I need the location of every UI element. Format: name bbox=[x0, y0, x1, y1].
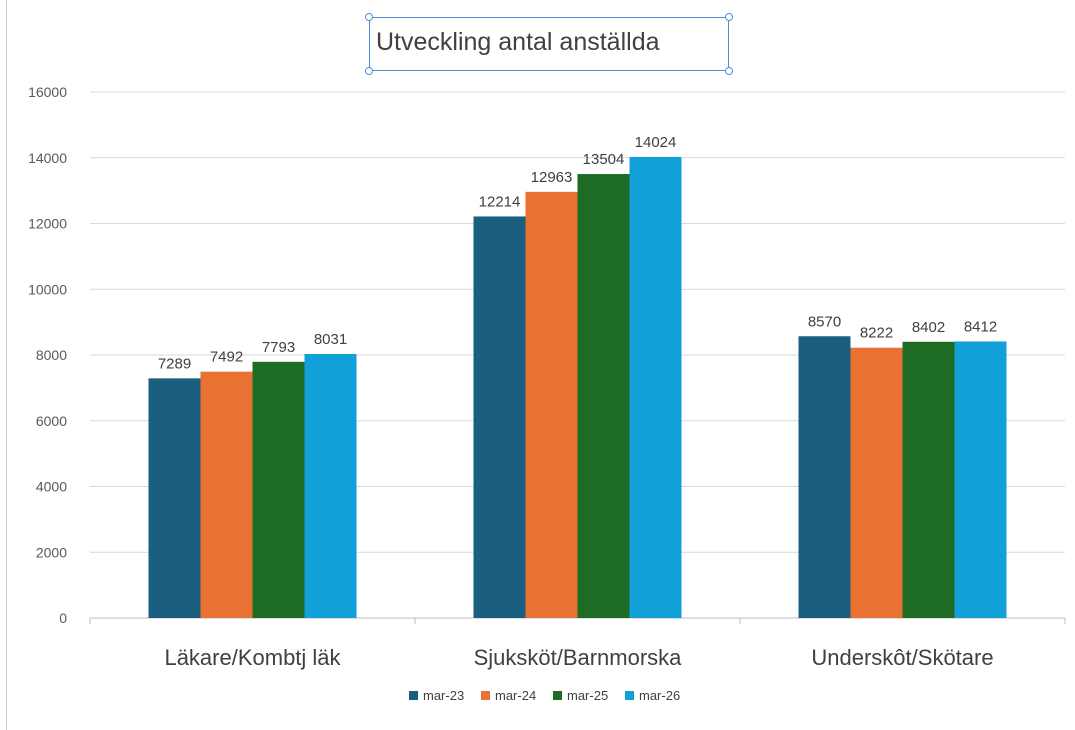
y-tick-label: 10000 bbox=[28, 281, 67, 297]
chart-title-box[interactable]: Utveckling antal anställda bbox=[365, 13, 733, 75]
data-label: 13504 bbox=[583, 151, 625, 168]
bar bbox=[954, 341, 1007, 618]
data-label: 14024 bbox=[635, 134, 677, 151]
resize-handle-bottom-right[interactable] bbox=[725, 67, 733, 75]
bar bbox=[252, 361, 305, 618]
resize-handle-bottom-left[interactable] bbox=[365, 67, 373, 75]
bar bbox=[148, 378, 201, 618]
legend-swatch bbox=[625, 691, 634, 700]
data-label: 7492 bbox=[210, 349, 243, 366]
y-tick-label: 6000 bbox=[36, 413, 67, 429]
bar bbox=[902, 341, 955, 618]
frame-left-border bbox=[6, 0, 7, 730]
data-label: 8222 bbox=[860, 325, 893, 342]
x-category-label: Sjuksköt/Barnmorska bbox=[474, 645, 683, 670]
data-label: 8031 bbox=[314, 331, 347, 348]
y-tick-label: 2000 bbox=[36, 544, 67, 560]
legend-label: mar-24 bbox=[495, 688, 536, 703]
bar bbox=[200, 371, 253, 618]
x-category-label: Underskôt/Skötare bbox=[811, 645, 993, 670]
bar bbox=[525, 191, 578, 618]
y-tick-label: 16000 bbox=[28, 84, 67, 100]
bar bbox=[629, 156, 682, 618]
chart-title: Utveckling antal anställda bbox=[376, 28, 660, 56]
data-label: 12214 bbox=[479, 193, 521, 210]
legend-label: mar-26 bbox=[639, 688, 680, 703]
bar bbox=[304, 353, 357, 618]
y-tick-label: 4000 bbox=[36, 479, 67, 495]
x-category-label: Läkare/Kombtj läk bbox=[164, 645, 341, 670]
data-label: 12963 bbox=[531, 169, 573, 186]
legend-label: mar-23 bbox=[423, 688, 464, 703]
bar bbox=[850, 347, 903, 618]
legend-swatch bbox=[481, 691, 490, 700]
y-tick-label: 8000 bbox=[36, 347, 67, 363]
legend-swatch bbox=[553, 691, 562, 700]
resize-handle-top-left[interactable] bbox=[365, 13, 373, 21]
y-tick-label: 14000 bbox=[28, 150, 67, 166]
legend-label: mar-25 bbox=[567, 688, 608, 703]
bar bbox=[577, 174, 630, 618]
legend-swatch bbox=[409, 691, 418, 700]
data-label: 8412 bbox=[964, 318, 997, 335]
y-tick-label: 0 bbox=[59, 610, 67, 626]
bar bbox=[473, 216, 526, 618]
data-label: 8402 bbox=[912, 319, 945, 336]
resize-handle-top-right[interactable] bbox=[725, 13, 733, 21]
data-label: 7793 bbox=[262, 339, 295, 356]
data-label: 7289 bbox=[158, 355, 191, 372]
bar bbox=[798, 336, 851, 618]
data-label: 8570 bbox=[808, 313, 841, 330]
y-tick-label: 12000 bbox=[28, 216, 67, 232]
